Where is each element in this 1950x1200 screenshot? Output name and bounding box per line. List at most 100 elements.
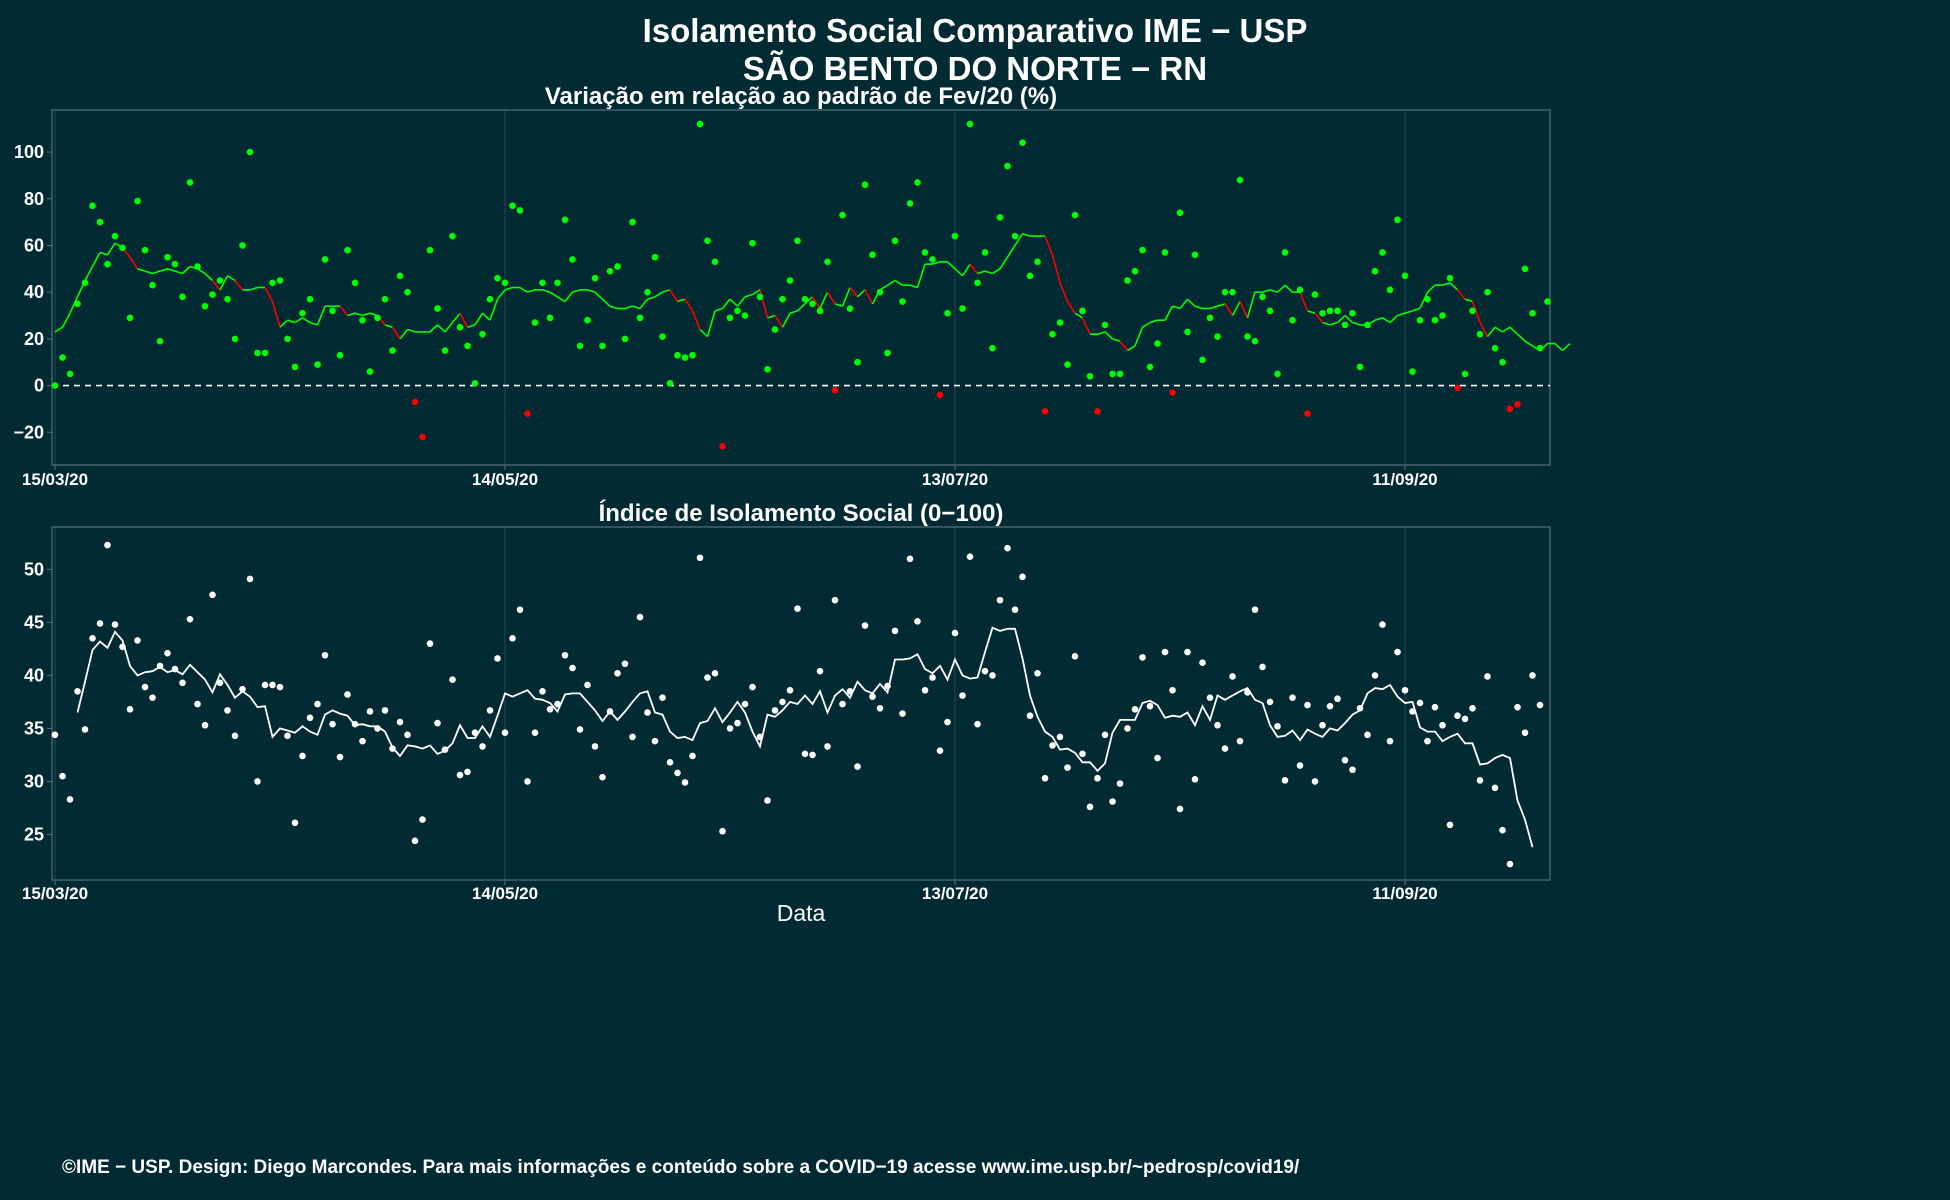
y-tick-label: 40 bbox=[24, 282, 44, 302]
moving-average-segment bbox=[1284, 284, 1294, 293]
moving-average-segment bbox=[706, 310, 716, 337]
data-point bbox=[711, 669, 719, 677]
moving-average-segment bbox=[819, 291, 829, 309]
data-point bbox=[1221, 288, 1229, 296]
y-tick-label: 80 bbox=[24, 189, 44, 209]
moving-average-segment bbox=[654, 291, 663, 298]
data-point bbox=[591, 274, 599, 282]
data-point bbox=[419, 433, 426, 441]
data-point bbox=[239, 242, 246, 249]
data-point bbox=[1251, 337, 1259, 345]
moving-average-segment bbox=[1269, 289, 1278, 293]
data-point bbox=[411, 398, 419, 406]
moving-average-segment bbox=[856, 289, 866, 298]
data-point bbox=[194, 263, 201, 270]
data-point bbox=[269, 681, 276, 689]
data-point bbox=[1476, 777, 1484, 784]
data-point bbox=[554, 279, 561, 287]
data-point bbox=[1176, 209, 1184, 217]
data-point bbox=[524, 778, 531, 785]
moving-average-segment bbox=[219, 275, 229, 291]
data-point bbox=[861, 622, 869, 629]
data-point bbox=[486, 707, 494, 714]
data-point bbox=[719, 443, 726, 450]
moving-average-segment bbox=[1022, 233, 1031, 237]
data-point bbox=[1304, 701, 1311, 709]
data-point bbox=[1506, 860, 1514, 868]
data-point bbox=[801, 750, 809, 758]
data-point bbox=[1319, 309, 1326, 317]
data-point bbox=[681, 354, 689, 361]
data-point bbox=[756, 293, 764, 301]
data-point bbox=[1139, 654, 1146, 661]
moving-average-segment bbox=[227, 275, 236, 282]
data-point bbox=[201, 721, 209, 729]
data-point bbox=[1266, 698, 1274, 706]
data-point bbox=[621, 660, 629, 668]
data-point bbox=[1424, 295, 1431, 303]
data-point bbox=[854, 358, 861, 366]
data-point bbox=[569, 664, 576, 672]
data-point bbox=[1056, 733, 1064, 741]
data-point bbox=[1011, 606, 1019, 613]
chart-panel-1: Variação em relação ao padrão de Fev/20 … bbox=[13, 83, 1571, 489]
moving-average-segment bbox=[1397, 312, 1406, 317]
moving-average-segment bbox=[662, 289, 671, 293]
data-point bbox=[1251, 606, 1259, 613]
data-point bbox=[156, 337, 164, 345]
data-point bbox=[899, 710, 906, 717]
moving-average-segment bbox=[1516, 333, 1526, 342]
data-point bbox=[201, 302, 209, 310]
moving-average-segment bbox=[137, 268, 146, 272]
data-point bbox=[1154, 754, 1161, 762]
data-point bbox=[794, 237, 801, 245]
data-point bbox=[1521, 265, 1529, 273]
moving-average-segment bbox=[1412, 307, 1421, 312]
data-point bbox=[411, 837, 419, 845]
moving-average-segment bbox=[287, 319, 296, 324]
moving-average-segment bbox=[804, 296, 814, 305]
moving-average-segment bbox=[1081, 317, 1091, 335]
moving-average-segment bbox=[1322, 321, 1331, 326]
data-point bbox=[1416, 699, 1424, 707]
data-point bbox=[584, 681, 591, 689]
moving-average-segment bbox=[811, 296, 821, 309]
data-point bbox=[936, 391, 944, 399]
data-point bbox=[516, 207, 524, 214]
main-title-line-2: SÃO BENTO DO NORTE − RN bbox=[742, 50, 1208, 87]
moving-average-segment bbox=[429, 324, 439, 333]
y-tick-label: 60 bbox=[24, 235, 44, 255]
data-point bbox=[1034, 258, 1041, 266]
data-point bbox=[434, 305, 441, 312]
data-point bbox=[1184, 648, 1191, 656]
data-point bbox=[1086, 803, 1094, 811]
data-point bbox=[1356, 704, 1364, 712]
data-point bbox=[1004, 162, 1011, 170]
data-point bbox=[1041, 407, 1049, 415]
data-point bbox=[216, 679, 224, 687]
y-tick-label: 45 bbox=[24, 612, 44, 632]
moving-average-segment bbox=[459, 312, 469, 328]
data-point bbox=[194, 700, 201, 708]
moving-average-segment bbox=[677, 298, 686, 303]
data-point bbox=[696, 554, 704, 562]
data-point bbox=[921, 249, 929, 256]
data-point bbox=[164, 253, 171, 261]
moving-average-segment bbox=[587, 289, 596, 293]
data-point bbox=[1401, 686, 1409, 694]
moving-average-segment bbox=[932, 261, 941, 265]
moving-average-segment bbox=[91, 252, 101, 267]
data-point bbox=[554, 700, 561, 708]
data-point bbox=[1146, 702, 1154, 710]
moving-average-segment bbox=[984, 270, 993, 275]
data-point bbox=[1086, 372, 1094, 380]
data-point bbox=[734, 719, 741, 727]
data-point bbox=[1199, 659, 1206, 666]
moving-average-segment bbox=[129, 256, 139, 270]
data-point bbox=[404, 731, 411, 739]
moving-average-segment bbox=[1486, 326, 1496, 338]
x-tick-label: 14/05/20 bbox=[472, 470, 538, 489]
data-point bbox=[974, 720, 981, 728]
data-point bbox=[1236, 176, 1244, 184]
data-point bbox=[126, 314, 134, 322]
